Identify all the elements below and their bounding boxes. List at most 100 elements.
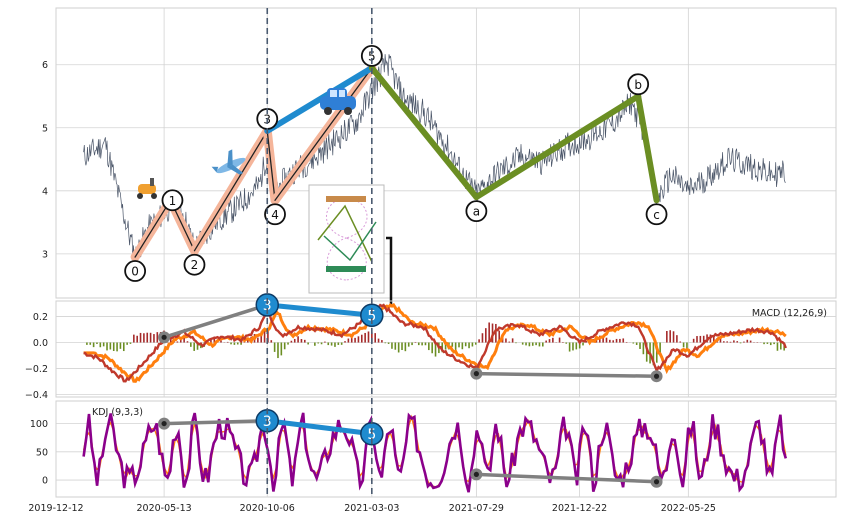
trend-line-3-5 bbox=[264, 64, 375, 134]
macd-y-tick-label: −0.2 bbox=[25, 364, 48, 375]
macd-histogram-bar bbox=[565, 342, 568, 344]
macd-histogram-bar bbox=[384, 342, 387, 344]
kdj-y-tick-label: 50 bbox=[36, 447, 48, 458]
macd-histogram-bar bbox=[196, 342, 199, 350]
macd-histogram-bar bbox=[769, 342, 772, 346]
macd-histogram-bar bbox=[139, 332, 142, 343]
macd-histogram-bar bbox=[615, 338, 618, 343]
macd-histogram-bar bbox=[491, 323, 494, 343]
impulse-wave-line bbox=[274, 67, 373, 201]
macd-histogram-bar bbox=[136, 335, 138, 343]
x-tick-label: 2021-12-22 bbox=[552, 503, 607, 514]
macd-histogram-bar bbox=[92, 342, 95, 348]
kdj-divergence-point-center bbox=[653, 479, 660, 485]
macd-histogram-bar bbox=[682, 342, 685, 348]
airplane-icon bbox=[211, 149, 246, 175]
macd-histogram-bar bbox=[334, 342, 336, 347]
macd-histogram-bar bbox=[153, 334, 155, 343]
macd-histogram-bar bbox=[417, 342, 420, 346]
macd-y-tick-label: 0.2 bbox=[33, 312, 48, 323]
macd-histogram-bar bbox=[679, 341, 682, 343]
macd-histogram-bar bbox=[605, 337, 608, 343]
macd-y-tick-label: 0.0 bbox=[33, 338, 48, 349]
kdj-label: KDJ (9,3,3) bbox=[92, 407, 143, 418]
macd-histogram-bar bbox=[602, 335, 604, 343]
macd-histogram-bar bbox=[109, 342, 112, 350]
macd-histogram-bar bbox=[773, 342, 775, 345]
macd-histogram-bar bbox=[220, 340, 222, 343]
price-y-tick-label: 4 bbox=[42, 186, 48, 197]
kdj-divergence-line bbox=[164, 419, 268, 426]
wave-label-4: 4 bbox=[271, 208, 279, 222]
wave-label-5: 5 bbox=[368, 49, 376, 63]
macd-y-ticks: 0.2 0.0 −0.2 −0.4 bbox=[25, 312, 48, 401]
kdj-divergence-point-center bbox=[161, 420, 167, 427]
macd-histogram-bar bbox=[421, 342, 423, 346]
macd-histogram-bar bbox=[320, 342, 323, 345]
macd-divergence: 35 bbox=[158, 293, 663, 383]
macd-histogram-bar bbox=[632, 342, 635, 344]
kdj-y-ticks: 100 50 0 bbox=[30, 419, 48, 486]
macd-histogram-bar bbox=[712, 336, 715, 343]
macd-histogram-bar bbox=[515, 342, 517, 344]
kdj-lines bbox=[82, 412, 788, 493]
macd-histogram-bar bbox=[156, 332, 159, 343]
macd-histogram-bar bbox=[625, 341, 628, 343]
macd-histogram-bar bbox=[763, 342, 765, 345]
macd-histogram-bar bbox=[736, 341, 739, 343]
x-tick-label: 2022-05-25 bbox=[661, 503, 716, 514]
macd-histogram-bar bbox=[672, 331, 675, 343]
macd-histogram-bar bbox=[327, 342, 330, 346]
macd-histogram-bar bbox=[454, 342, 457, 351]
x-tick-label: 2021-03-03 bbox=[344, 503, 399, 514]
macd-histogram-bar bbox=[283, 342, 286, 350]
kdj-y-tick-label: 0 bbox=[42, 476, 48, 487]
macd-histogram-bar bbox=[404, 342, 407, 352]
macd-histogram-bar bbox=[726, 341, 728, 343]
macd-histogram-bar bbox=[575, 342, 578, 350]
macd-histogram-bar bbox=[719, 338, 722, 343]
macd-histogram-bar bbox=[498, 330, 501, 343]
macd-histogram-bar bbox=[317, 342, 320, 344]
macd-histogram-bar bbox=[692, 338, 695, 343]
price-y-tick-label: 5 bbox=[42, 123, 48, 134]
macd-divergence-line-3-5 bbox=[267, 302, 373, 318]
wave-point-4 bbox=[264, 203, 286, 226]
macd-histogram-bar bbox=[247, 339, 249, 343]
macd-histogram-bar bbox=[364, 332, 366, 343]
macd-histogram-bar bbox=[186, 341, 189, 343]
macd-histogram-bar bbox=[699, 335, 702, 343]
macd-panel: 0.20.0−0.2−0.4 35 MACD (12,26,9) bbox=[25, 293, 837, 401]
macd-histogram-bar bbox=[776, 342, 779, 351]
macd-histogram-bar bbox=[542, 342, 544, 347]
macd-histogram-bar bbox=[277, 342, 279, 359]
scooter-icon bbox=[137, 178, 157, 199]
macd-histogram-bar bbox=[508, 341, 511, 343]
macd-signal-line bbox=[83, 302, 787, 383]
macd-histogram-bar bbox=[548, 339, 551, 343]
wave-label-c: c bbox=[653, 208, 660, 222]
macd-histogram-bar bbox=[451, 342, 454, 347]
macd-histogram-bar bbox=[558, 337, 561, 343]
wave-point-c bbox=[645, 203, 668, 226]
macd-lines bbox=[83, 302, 787, 383]
wave-label-0: 0 bbox=[131, 265, 139, 279]
macd-marker-label-3: 3 bbox=[263, 298, 272, 314]
macd-histogram-bar bbox=[746, 339, 749, 343]
macd-histogram-bar bbox=[360, 334, 363, 343]
macd-histogram-bar bbox=[314, 342, 316, 346]
macd-histogram-bar bbox=[324, 341, 326, 343]
macd-histogram-bar bbox=[780, 342, 782, 350]
macd-histogram-bar bbox=[89, 342, 92, 345]
wave-lines bbox=[130, 63, 660, 262]
macd-histogram-bar bbox=[458, 342, 460, 348]
macd-histogram-bar bbox=[481, 333, 484, 343]
macd-label: MACD (12,26,9) bbox=[752, 308, 827, 319]
macd-histogram-bar bbox=[511, 338, 514, 343]
macd-histogram-bar bbox=[374, 333, 376, 343]
wave-label-b: b bbox=[634, 78, 642, 92]
macd-histogram-bar bbox=[287, 342, 289, 345]
macd-histogram-bar bbox=[357, 336, 360, 343]
macd-histogram-bar bbox=[344, 341, 346, 343]
